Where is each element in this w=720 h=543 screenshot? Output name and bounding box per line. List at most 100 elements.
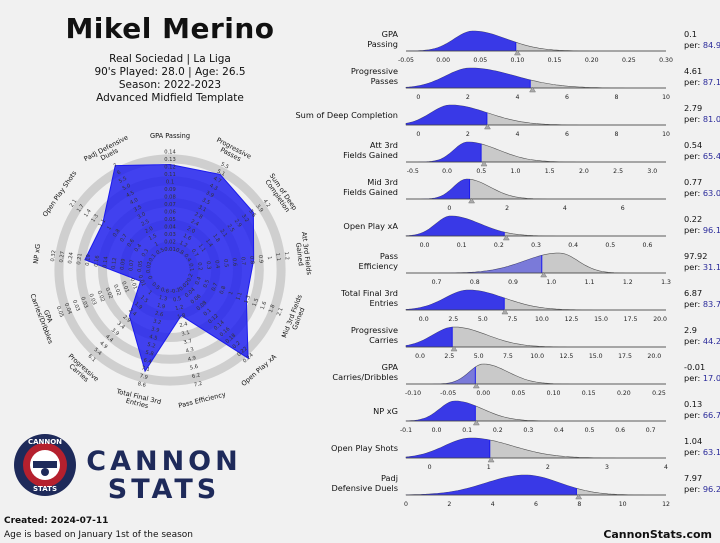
metric-tick-label: 12.5 (560, 353, 574, 360)
radar-tick-label: 0.14 (102, 255, 109, 268)
radar-tick-label: 6 (116, 170, 122, 177)
metric-percentile: per: 17.0 (684, 373, 720, 383)
radar-tick-label: 1 (106, 225, 113, 231)
radar-tick-label: 7 (113, 163, 119, 170)
radar-tick-label: 0.4 (213, 260, 220, 270)
metric-marker (529, 86, 536, 93)
radar-tick-label: 2.4 (190, 219, 201, 228)
age-note: Age is based on January 1st of the seaso… (4, 530, 194, 540)
radar-tick-label: -0.1 (170, 287, 181, 295)
metric-tick-label: 0.5 (585, 427, 595, 434)
radar-tick-label: 1.5 (252, 298, 261, 308)
radar-tick-label: 0.01 (120, 281, 130, 294)
radar-tick-label: 0.8 (219, 285, 228, 295)
template-name: Advanced Midfield Template (96, 92, 244, 104)
radar-tick-label: 8.6 (137, 381, 146, 389)
radar-tick-label: 0.02 (112, 284, 122, 297)
radar-tick-label: 1.2 (283, 251, 290, 260)
radar-tick-label: 0.7 (239, 257, 246, 266)
metric-tick-label: 0.4 (554, 427, 564, 434)
metric-tick-label: 2 (466, 94, 470, 101)
radar-axis-label: GPA Passing (150, 132, 190, 140)
radar-tick-label: 4.5 (125, 190, 135, 199)
metric-percentile: per: 63.1 (684, 447, 720, 457)
radar-tick-label: 1.5 (139, 294, 149, 304)
metric-label: NP xG (373, 406, 398, 416)
metric-tick-label: 0.00 (476, 390, 490, 397)
radar-tick-label: 0.09 (120, 258, 127, 270)
metric-tick-label: 0.20 (585, 57, 599, 64)
radar-tick-label: 1 (146, 290, 152, 297)
metric-tick-label: 2.5 (444, 353, 454, 360)
radar-tick-label: 0.9 (257, 255, 264, 264)
metric-distribution (406, 363, 666, 385)
radar-tick-label: 2.1 (69, 198, 79, 208)
metric-row: 0.7 0.8 0.9 1.0 1.1 1.2 1.3 Pass Efficiency 97.92… (359, 251, 720, 286)
radar-tick-label: 3.5 (133, 204, 143, 213)
radar-tick-label: 7.9 (139, 373, 148, 381)
metric-tick-label: 10 (662, 131, 670, 138)
metric-tick-label: 12 (662, 501, 670, 508)
radar-tick-label: 5.5 (118, 176, 128, 185)
radar-tick-label: 0.21 (76, 253, 83, 265)
radar-tick-label: 3.9 (150, 326, 159, 334)
radar-tick-label: 0.3 (141, 248, 151, 258)
metric-tick-label: 15.0 (594, 316, 608, 323)
metric-value: 2.9 (684, 325, 697, 335)
radar-tick-label: 3.2 (152, 318, 161, 326)
radar-tick-label: 0.4 (182, 253, 192, 264)
metric-label: Att 3rd Fields Gained (343, 140, 398, 160)
radar-tick-label: 0.1 (148, 253, 158, 263)
metric-label: Total Final 3rd Entries (340, 288, 398, 308)
metric-tick-label: 0.3 (523, 427, 533, 434)
metric-value: 6.87 (684, 288, 702, 298)
metric-percentile: per: 44.2 (684, 336, 720, 346)
metric-tick-label: 1.0 (511, 168, 521, 175)
radar-tick-label: 1.2 (178, 240, 188, 249)
metric-tick-label: 15.0 (589, 353, 603, 360)
metric-tick-label: 0 (416, 131, 420, 138)
metric-row: -0.05 0.00 0.05 0.10 0.15 0.20 0.25 0.30 GPA Pass… (367, 29, 720, 64)
metric-tick-label: 0.0 (432, 427, 442, 434)
radar-tick-label: 0.03 (79, 296, 89, 309)
radar-tick-label: 3.2 (240, 213, 250, 223)
radar-ring (54, 154, 286, 386)
radar-tick-label: 2.5 (140, 219, 150, 228)
radar-tick-label: 3.0 (137, 211, 147, 220)
radar-tick-label: 0.1 (203, 308, 213, 318)
metric-value: 2.79 (684, 103, 702, 113)
radar-axis-label: Att 3rd FieldsGained (293, 231, 313, 276)
metric-tick-label: 0.30 (659, 57, 673, 64)
radar-tick-label: 1.9 (156, 303, 165, 311)
radar-tick-label: 4.5 (149, 334, 158, 342)
radar-tick-label: 3.9 (254, 203, 264, 213)
radar-tick-label: 0.05 (164, 217, 176, 223)
radar-tick-label: 0.7 (211, 282, 220, 292)
metric-tick-label: 0.10 (511, 57, 525, 64)
radar-tick-label: 3.4 (116, 321, 127, 331)
metric-label: GPA Passing (367, 29, 398, 49)
metric-player-area (406, 290, 505, 310)
metric-tick-label: 2.5 (448, 316, 458, 323)
metric-player-area (406, 367, 476, 384)
metric-tick-label: 17.5 (618, 353, 632, 360)
metric-tick-label: 0.10 (547, 390, 561, 397)
radar-tick-label: 1.1 (98, 218, 108, 228)
radar-tick-label: 0.5 (155, 247, 165, 256)
radar-tick-label: 0.08 (164, 194, 176, 200)
radar-tick-label: 0.5 (173, 296, 182, 304)
radar-tick-label: 0.02 (104, 287, 114, 300)
metric-marker (540, 271, 548, 278)
radar-tick-label: 3.6 (247, 208, 257, 218)
radar-player-polygon (84, 163, 255, 373)
radar-tick-label: 7.1 (141, 365, 150, 373)
metric-tick-label: 0.3 (531, 242, 541, 249)
radar-tick-label: 0.8 (112, 228, 122, 238)
radar-tick-label: 4.9 (187, 355, 196, 363)
metric-value: 0.77 (684, 177, 702, 187)
metric-percentile: per: 63.0 (684, 188, 720, 198)
site-url: CannonStats.com (603, 528, 712, 541)
